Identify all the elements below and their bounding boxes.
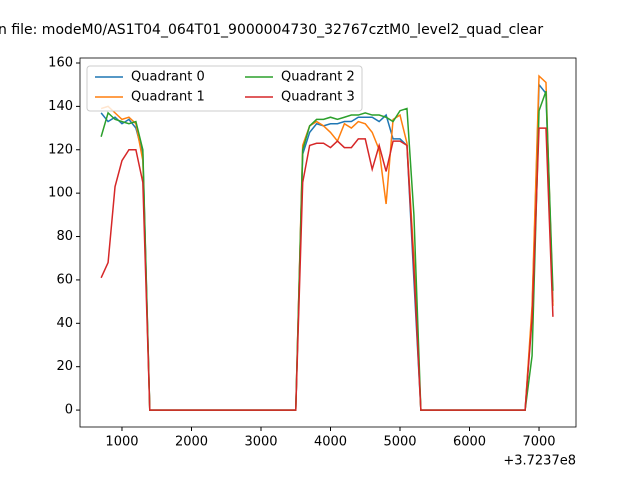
series-line — [100, 74, 554, 411]
series-line — [100, 127, 554, 411]
y-tick-label: 60 — [56, 272, 73, 287]
legend-box — [86, 65, 363, 112]
y-tick-label: 100 — [48, 186, 73, 201]
x-tick-label: 7000 — [522, 435, 555, 450]
x-tick-label: 1000 — [105, 435, 138, 450]
legend-label: Quadrant 2 — [281, 70, 355, 85]
x-tick-label: 3000 — [244, 435, 277, 450]
y-tick-label: 160 — [48, 55, 73, 70]
x-tick-label: 2000 — [175, 435, 208, 450]
series-line — [100, 82, 554, 411]
series-line — [100, 90, 554, 411]
y-tick-label: 0 — [65, 403, 73, 418]
y-tick-label: 140 — [48, 99, 73, 114]
y-tick-label: 80 — [56, 229, 73, 244]
x-tick-label: 5000 — [383, 435, 416, 450]
legend-label: Quadrant 3 — [281, 90, 355, 105]
legend-label: Quadrant 0 — [131, 70, 205, 85]
y-tick-label: 20 — [56, 359, 73, 374]
x-tick-label: 4000 — [314, 435, 347, 450]
y-tick-label: 40 — [56, 316, 73, 331]
chart-title: n file: modeM0/AS1T04_064T01_9000004730_… — [0, 22, 543, 38]
plot-frame — [79, 57, 577, 428]
legend-label: Quadrant 1 — [131, 90, 205, 105]
y-tick-label: 120 — [48, 142, 73, 157]
x-offset-label: +3.7237e8 — [503, 454, 576, 469]
x-tick-label: 6000 — [453, 435, 486, 450]
